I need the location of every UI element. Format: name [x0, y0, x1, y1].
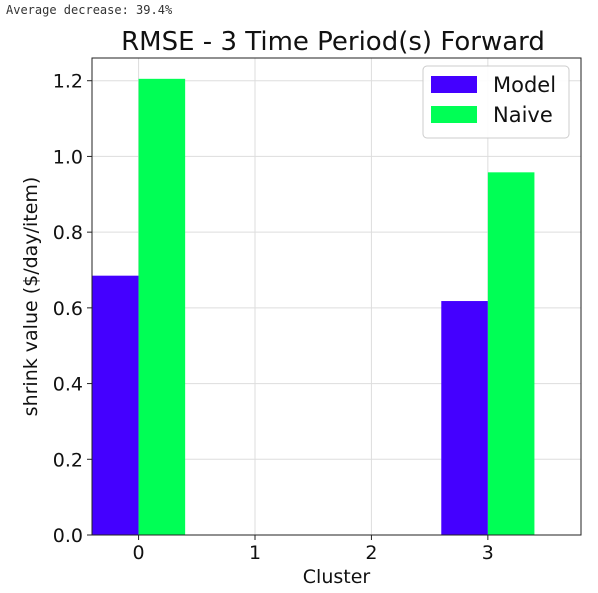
chart-title: RMSE - 3 Time Period(s) Forward: [121, 27, 545, 57]
bar-naive-cluster-3: [487, 172, 535, 536]
y-tick-label: 0.0: [53, 525, 83, 547]
bar-model-cluster-3: [441, 301, 488, 535]
x-tick-label: 2: [365, 542, 377, 564]
ticks: 0 1 2 3 0.0 0.2 0.4 0.6 0.8 1.0 1.2: [53, 71, 494, 564]
y-tick-label: 0.2: [53, 449, 83, 471]
y-tick-label: 1.2: [53, 71, 83, 93]
output-text: Average decrease: 39.4%: [6, 3, 173, 17]
legend-swatch-naive: [431, 106, 477, 123]
y-tick-label: 0.6: [53, 298, 83, 320]
bars: [92, 78, 535, 536]
plot-frame: [91, 57, 582, 536]
x-tick-label: 1: [249, 542, 261, 564]
y-tick-label: 1.0: [53, 146, 83, 168]
legend-label-model: Model: [493, 73, 556, 97]
bar-naive-cluster-0: [138, 78, 186, 536]
bar-model-cluster-0: [92, 275, 139, 535]
y-tick-label: 0.8: [53, 222, 83, 244]
x-tick-label: 3: [482, 542, 494, 564]
y-axis-label: shrink value ($/day/item): [20, 177, 42, 417]
legend-swatch-model: [431, 76, 477, 93]
legend-label-naive: Naive: [493, 103, 553, 127]
x-tick-label: 0: [133, 542, 145, 564]
legend: Model Naive: [422, 65, 570, 139]
y-tick-label: 0.4: [53, 374, 83, 396]
x-axis-label: Cluster: [303, 566, 371, 588]
